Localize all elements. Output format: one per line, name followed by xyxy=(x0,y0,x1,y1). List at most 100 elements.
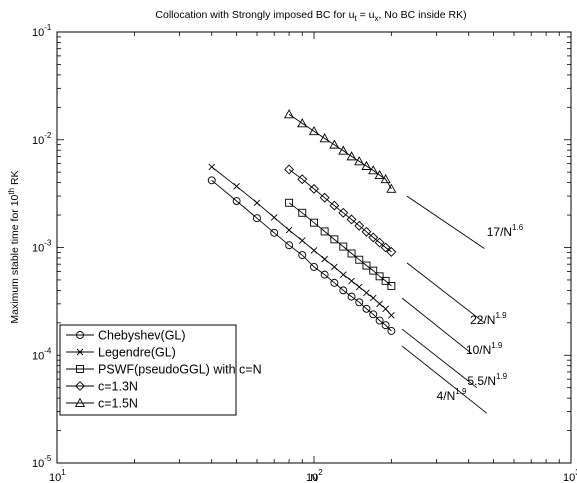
data-point xyxy=(284,164,295,175)
y-tick-label: 10-1 xyxy=(32,23,52,39)
data-point xyxy=(321,255,328,263)
data-point xyxy=(380,242,391,253)
data-point xyxy=(361,226,372,237)
reference-line xyxy=(401,297,472,354)
legend-label: PSWF(pseudoGGL) with c=N xyxy=(98,363,262,377)
y-axis-label: Maximum stable time for 10th RK xyxy=(7,170,21,323)
data-point xyxy=(310,262,318,271)
data-point xyxy=(346,214,357,225)
data-point xyxy=(347,249,356,258)
legend-marker xyxy=(75,381,85,391)
legend-marker xyxy=(76,348,84,356)
data-point xyxy=(376,300,383,308)
data-point xyxy=(330,278,339,287)
x-tick-label: 102 xyxy=(306,468,323,483)
axis-ticks: 101 102 103 10-5 10-4 10-3 10-2 10-1 xyxy=(32,23,577,483)
annotation-label: 22/N1.9 xyxy=(470,311,507,327)
data-point xyxy=(347,292,356,301)
y-tick-label: 10-5 xyxy=(32,454,52,470)
data-point xyxy=(253,199,261,207)
legend-marker xyxy=(76,365,84,373)
data-point xyxy=(339,286,348,295)
reference-line xyxy=(401,328,478,389)
data-point xyxy=(329,200,340,211)
data-point xyxy=(381,276,390,285)
data-point xyxy=(297,174,308,185)
data-point xyxy=(380,174,391,184)
data-point xyxy=(285,241,294,250)
data-point xyxy=(298,237,306,244)
data-point xyxy=(330,235,339,244)
data-point xyxy=(369,294,377,302)
x-axis-label: N xyxy=(310,472,318,483)
data-point xyxy=(361,160,372,170)
data-point xyxy=(348,277,355,285)
data-point xyxy=(320,227,329,236)
data-point xyxy=(375,316,384,325)
data-point xyxy=(338,207,349,218)
data-point xyxy=(374,237,385,248)
data-point xyxy=(363,289,370,297)
data-point xyxy=(368,232,379,243)
y-tick-label: 10-4 xyxy=(32,346,52,362)
data-point xyxy=(253,214,261,223)
data-point xyxy=(387,281,396,290)
annotation-label: 10/N1.9 xyxy=(466,341,503,357)
data-point xyxy=(362,304,371,313)
data-point xyxy=(298,251,307,260)
legend-marker xyxy=(76,331,84,339)
data-point xyxy=(310,247,318,254)
series-line xyxy=(288,202,392,287)
data-point xyxy=(208,163,216,171)
legend-box xyxy=(59,324,237,416)
data-point xyxy=(388,311,395,319)
series-layer xyxy=(207,109,397,335)
data-point xyxy=(339,242,348,251)
data-point xyxy=(285,198,294,207)
data-point xyxy=(320,270,329,279)
legend-label: c=1.5N xyxy=(98,397,138,411)
data-point xyxy=(339,271,347,278)
data-point xyxy=(284,109,295,119)
legend-label: Chebyshev(GL) xyxy=(98,329,186,343)
series-line xyxy=(211,179,392,332)
annotation-label: 4/N1.9 xyxy=(437,387,467,403)
annotation-label: 17/N1.6 xyxy=(487,223,524,239)
legend-label: Legendre(GL) xyxy=(98,346,176,360)
data-point xyxy=(387,327,396,335)
series-line xyxy=(288,169,392,253)
data-point xyxy=(232,197,241,205)
data-point xyxy=(319,192,330,203)
data-point xyxy=(308,125,320,136)
legend-marker xyxy=(74,397,86,407)
data-point xyxy=(270,228,279,237)
data-point xyxy=(386,246,397,257)
data-point xyxy=(382,305,389,313)
data-point xyxy=(362,261,371,270)
x-tick-label: 101 xyxy=(49,468,66,483)
reference-line xyxy=(406,262,485,324)
data-point xyxy=(297,118,308,128)
annotation-label: 5.5/N1.9 xyxy=(467,372,507,388)
data-point xyxy=(355,283,363,291)
data-point xyxy=(368,165,379,175)
data-point xyxy=(355,255,364,264)
data-point xyxy=(338,145,349,155)
data-point xyxy=(375,272,384,281)
data-point xyxy=(381,321,390,330)
data-point xyxy=(374,169,385,179)
data-point xyxy=(207,176,216,185)
reference-lines xyxy=(401,195,488,414)
data-point xyxy=(329,139,340,149)
data-point xyxy=(310,218,318,227)
data-point xyxy=(354,220,365,231)
data-point xyxy=(298,208,307,217)
data-point xyxy=(319,133,330,143)
reference-line xyxy=(401,345,488,414)
data-point xyxy=(233,182,240,190)
y-tick-label: 10-3 xyxy=(32,239,52,255)
data-point xyxy=(309,183,319,194)
data-point xyxy=(386,183,397,193)
annotations: 17/N1.6 22/N1.9 10/N1.9 5.5/N1.94/N1.9 xyxy=(437,223,524,403)
